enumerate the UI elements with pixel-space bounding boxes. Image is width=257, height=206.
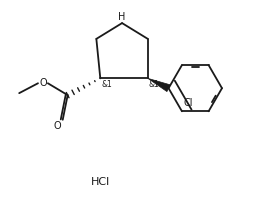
Text: HCl: HCl bbox=[91, 177, 110, 187]
Text: H: H bbox=[118, 12, 126, 22]
Polygon shape bbox=[148, 78, 170, 92]
Text: &1: &1 bbox=[101, 80, 112, 89]
Text: O: O bbox=[53, 121, 61, 131]
Text: O: O bbox=[39, 78, 47, 88]
Text: &1: &1 bbox=[149, 80, 160, 89]
Text: Cl: Cl bbox=[184, 98, 194, 108]
